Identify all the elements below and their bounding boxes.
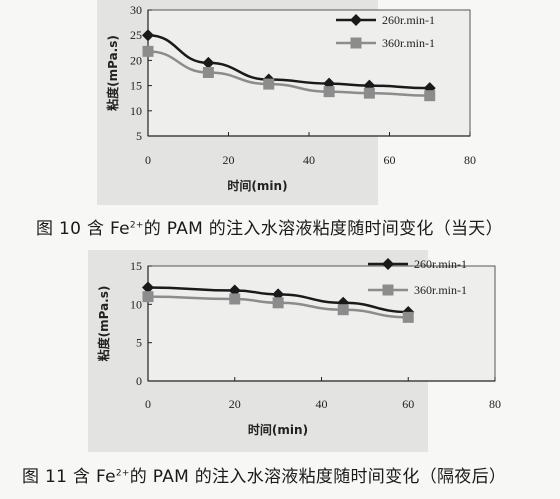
data-point-diamond [202,56,215,69]
x-tick-label: 40 [316,397,328,411]
legend-label: 360r.min-1 [414,283,467,297]
plot-area [147,9,471,137]
data-point-square [272,297,284,309]
legend-marker-square [382,284,394,296]
x-tick-label: 60 [384,153,396,167]
data-point-square [424,90,436,102]
legend-label: 360r.min-1 [382,36,435,50]
y-tick-label: 5 [136,129,142,143]
data-point-square [323,86,335,98]
caption-suffix: 的 PAM 的注入水溶液粘度随时间变化（当天） [143,219,503,239]
legend-label: 260r.min-1 [414,257,467,271]
data-point-square [202,66,214,78]
caption-suffix: 的 PAM 的注入水溶液粘度随时间变化（隔夜后） [129,467,507,487]
figure-11-chart: 0 5 10 15 0 20 40 60 80 时间(min) 粘度(mPa.s) 260r.min-… [88,250,501,452]
data-point-square [363,87,375,99]
x-tick-label: 0 [145,153,151,167]
figure-11-caption: 图 11 含 Fe2+的 PAM 的注入水溶液粘度随时间变化（隔夜后） [22,462,560,487]
figure-10-chart: 5 10 15 20 25 30 0 20 40 60 80 时间(min) 粘度(mPa.s) 260r… [97,0,476,205]
data-point-square [142,291,154,303]
data-point-square [263,78,275,90]
x-tick-label: 0 [145,397,151,411]
data-point-square [142,45,154,57]
x-tick-label: 60 [402,397,414,411]
y-tick-label: 10 [130,297,142,311]
y-tick-label: 5 [136,336,142,350]
data-point-square [229,293,241,305]
data-point-diamond [142,281,154,294]
data-point-square [402,311,414,323]
data-point-square [337,304,349,316]
y-tick-label: 20 [130,53,142,67]
x-axis-label: 时间(min) [248,422,308,437]
legend-marker-diamond [350,14,362,26]
caption-prefix: 图 10 含 Fe [36,219,130,239]
y-tick-label: 10 [130,104,142,118]
x-axis-label: 时间(min) [227,178,287,193]
x-tick-label: 40 [303,153,315,167]
legend-marker-square [350,37,362,49]
caption-prefix: 图 11 含 Fe [22,467,116,487]
y-tick-label: 15 [130,79,142,93]
y-tick-label: 30 [130,3,142,17]
data-point-diamond [142,29,154,42]
x-tick-label: 20 [229,397,241,411]
x-tick-label: 80 [489,397,501,411]
x-tick-label: 20 [223,153,235,167]
y-tick-label: 0 [136,374,142,388]
legend-label: 260r.min-1 [382,13,435,27]
y-axis-label: 粘度(mPa.s) [105,35,120,111]
caption-superscript: 2+ [129,220,144,231]
figure-10-caption: 图 10 含 Fe2+的 PAM 的注入水溶液粘度随时间变化（当天） [36,214,560,239]
caption-superscript: 2+ [115,468,130,479]
y-tick-label: 25 [130,28,142,42]
y-axis-label: 粘度(mPa.s) [96,286,111,362]
x-tick-label: 80 [464,153,476,167]
legend-marker-diamond [382,258,394,270]
data-point-diamond [272,288,285,301]
y-tick-label: 15 [130,259,142,273]
